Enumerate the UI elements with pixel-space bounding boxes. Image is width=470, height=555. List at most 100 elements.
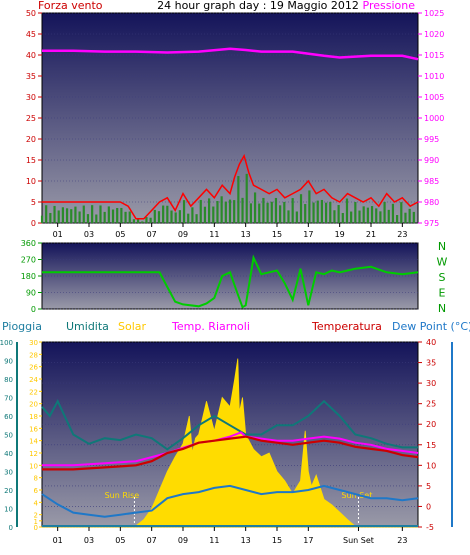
solar-tick-label: 10	[29, 462, 38, 470]
solar-tick-label: 1	[34, 518, 38, 526]
hour-tick-label: 13	[241, 536, 251, 545]
pressure-tick-label: 1020	[424, 30, 444, 39]
hour-tick-label: 09	[178, 536, 188, 545]
humidity-tick-label: 20	[4, 487, 13, 495]
hour-tick-label: 09	[178, 230, 188, 239]
pressure-tick-label: 980	[424, 198, 439, 207]
wind-tick-label: 20	[26, 135, 36, 144]
hour-tick-label: 01	[53, 230, 63, 239]
solar-tick-label: 6	[34, 487, 39, 495]
hour-tick-label: 17	[303, 230, 313, 239]
hour-tick-label: 23	[397, 536, 407, 545]
temperature-tick-label: 15	[426, 441, 436, 450]
pressure-tick-label: 995	[424, 135, 439, 144]
hour-tick-label: Sun Set	[343, 536, 374, 545]
hour-tick-label: 17	[303, 536, 313, 545]
temperature-tick-label: 5	[426, 482, 431, 491]
weather-panel: 0102030405060708090100012468101214161820…	[0, 338, 453, 545]
humidity-axis-title: Umidita	[66, 320, 109, 333]
humidity-tick-label: 10	[4, 506, 13, 514]
wind-line	[42, 153, 419, 220]
solar-tick-label: 0	[34, 524, 38, 532]
sunrise-label: Sun Rise	[105, 491, 140, 500]
pressure-tick-label: 975	[424, 219, 439, 228]
solar-tick-label: 22	[29, 388, 38, 396]
dewpoint-line	[41, 484, 419, 518]
wind-tick-label: 50	[26, 9, 36, 18]
wind-pressure-panel: 05 10 15 20 25 30 35 40 45 50 975 980 985 990 995 1000 1…	[26, 9, 445, 239]
hour-tick-label: 11	[209, 536, 219, 545]
humidity-tick-label: 90	[4, 358, 13, 366]
wind-tick-label: 10	[26, 177, 36, 186]
solar-tick-label: 24	[29, 376, 38, 384]
hour-tick-label: 05	[115, 230, 125, 239]
hour-tick-label: 23	[397, 230, 407, 239]
pressure-tick-label: 1010	[424, 72, 444, 81]
hour-tick-label: 19	[335, 230, 345, 239]
temperature-tick-label: 20	[426, 420, 436, 429]
hour-tick-label: 07	[147, 536, 157, 545]
solar-tick-label: 20	[29, 401, 38, 409]
humidity-tick-label: 80	[4, 376, 13, 384]
solar-tick-label: 4	[34, 499, 39, 507]
compass-label: N	[438, 240, 446, 253]
compass-label: N	[438, 302, 446, 315]
humidity-tick-label: 60	[4, 413, 13, 421]
wind-tick-label: 35	[26, 72, 36, 81]
hour-tick-label: 03	[84, 536, 94, 545]
solar-tick-label: 14	[29, 438, 38, 446]
solar-axis-title: Solar	[118, 320, 147, 333]
direction-tick-label: 0	[31, 305, 36, 314]
temperature-tick-label: 10	[426, 461, 436, 470]
direction-line	[42, 254, 419, 309]
humidity-tick-label: 30	[4, 469, 13, 477]
hour-tick-label: 05	[115, 536, 125, 545]
pressure-line	[42, 47, 419, 61]
direction-plot-area	[41, 242, 419, 310]
hour-tick-label: 15	[272, 230, 282, 239]
hour-tick-label: 11	[209, 230, 219, 239]
pressure-tick-label: 1000	[424, 114, 444, 123]
solar-tick-label: 30	[29, 339, 38, 347]
humidity-line	[41, 398, 418, 451]
solar-tick-label: 8	[34, 475, 38, 483]
chart-date-title: 24 hour graph day : 19 Maggio 2012	[157, 0, 359, 12]
wind-tick-label: 15	[26, 156, 36, 165]
pressure-tick-label: 990	[424, 156, 439, 165]
solar-tick-label: 18	[29, 413, 38, 421]
temperature-tick-label: 40	[426, 338, 436, 347]
temperature-tick-label: 25	[426, 400, 436, 409]
humidity-tick-label: 100	[0, 339, 13, 347]
hour-tick-label: 01	[53, 536, 63, 545]
pressure-tick-label: 985	[424, 177, 439, 186]
wind-tick-label: 0	[31, 219, 36, 228]
hour-tick-label: 15	[272, 536, 282, 545]
wind-tick-label: 45	[26, 30, 36, 39]
direction-tick-label: 270	[21, 256, 36, 265]
hour-tick-label: 21	[366, 230, 376, 239]
hour-tick-label: 07	[147, 230, 157, 239]
solar-tick-label: 28	[29, 351, 38, 359]
wind-tick-label: 40	[26, 51, 36, 60]
hour-tick-label: 13	[241, 230, 251, 239]
solar-tick-label: 16	[29, 425, 38, 433]
wind-tick-label: 25	[26, 114, 36, 123]
hour-tick-label: 03	[84, 230, 94, 239]
wind-tick-label: 30	[26, 93, 36, 102]
indoor-temp-axis-title: Temp. Riarnoli	[171, 320, 250, 333]
direction-tick-label: 90	[26, 289, 36, 298]
pressure-tick-label: 1005	[424, 93, 444, 102]
compass-label: S	[439, 271, 446, 284]
humidity-tick-label: 40	[4, 450, 13, 458]
temperature-tick-label: -5	[426, 523, 434, 532]
solar-tick-label: 26	[29, 364, 38, 372]
temperature-tick-label: 0	[426, 502, 431, 511]
humidity-tick-label: 0	[9, 524, 13, 532]
indoor-temp-line	[42, 431, 419, 467]
temperature-line	[42, 435, 419, 471]
pressure-tick-label: 1025	[424, 9, 444, 18]
temperature-tick-label: 30	[426, 379, 436, 388]
temperature-axis-title: Temperatura	[311, 320, 382, 333]
